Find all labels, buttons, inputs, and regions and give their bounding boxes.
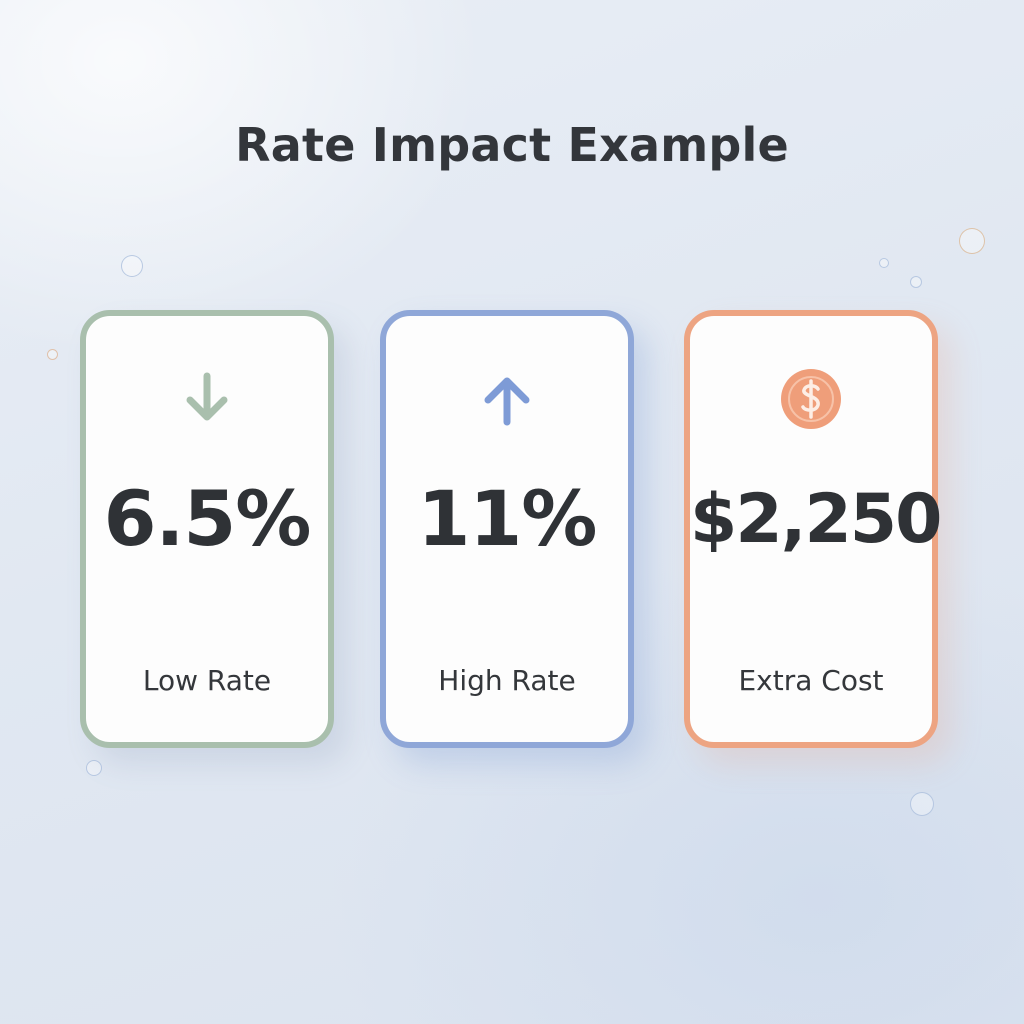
decorative-bubble: [121, 255, 143, 277]
high-rate-card: 11% High Rate: [380, 310, 634, 748]
arrow-down-icon: [186, 372, 228, 421]
decorative-bubble: [47, 349, 58, 360]
low-rate-value: 6.5%: [103, 474, 312, 563]
decorative-bubble: [879, 258, 889, 268]
decorative-bubble: [86, 760, 102, 776]
decorative-bubble: [910, 792, 934, 816]
high-rate-label: High Rate: [438, 664, 576, 697]
extra-cost-value: $2,250: [690, 480, 942, 559]
decorative-bubble: [910, 276, 922, 288]
extra-cost-card: $2,250 Extra Cost: [684, 310, 942, 748]
low-rate-card: 6.5% Low Rate: [80, 310, 334, 748]
extra-cost-label: Extra Cost: [738, 664, 884, 697]
arrow-up-icon: [484, 377, 530, 426]
decorative-bubble: [959, 228, 985, 254]
page-title: Rate Impact Example: [235, 118, 789, 172]
high-rate-value: 11%: [417, 474, 598, 563]
dollar-coin-icon: [781, 369, 841, 429]
low-rate-label: Low Rate: [142, 664, 272, 697]
